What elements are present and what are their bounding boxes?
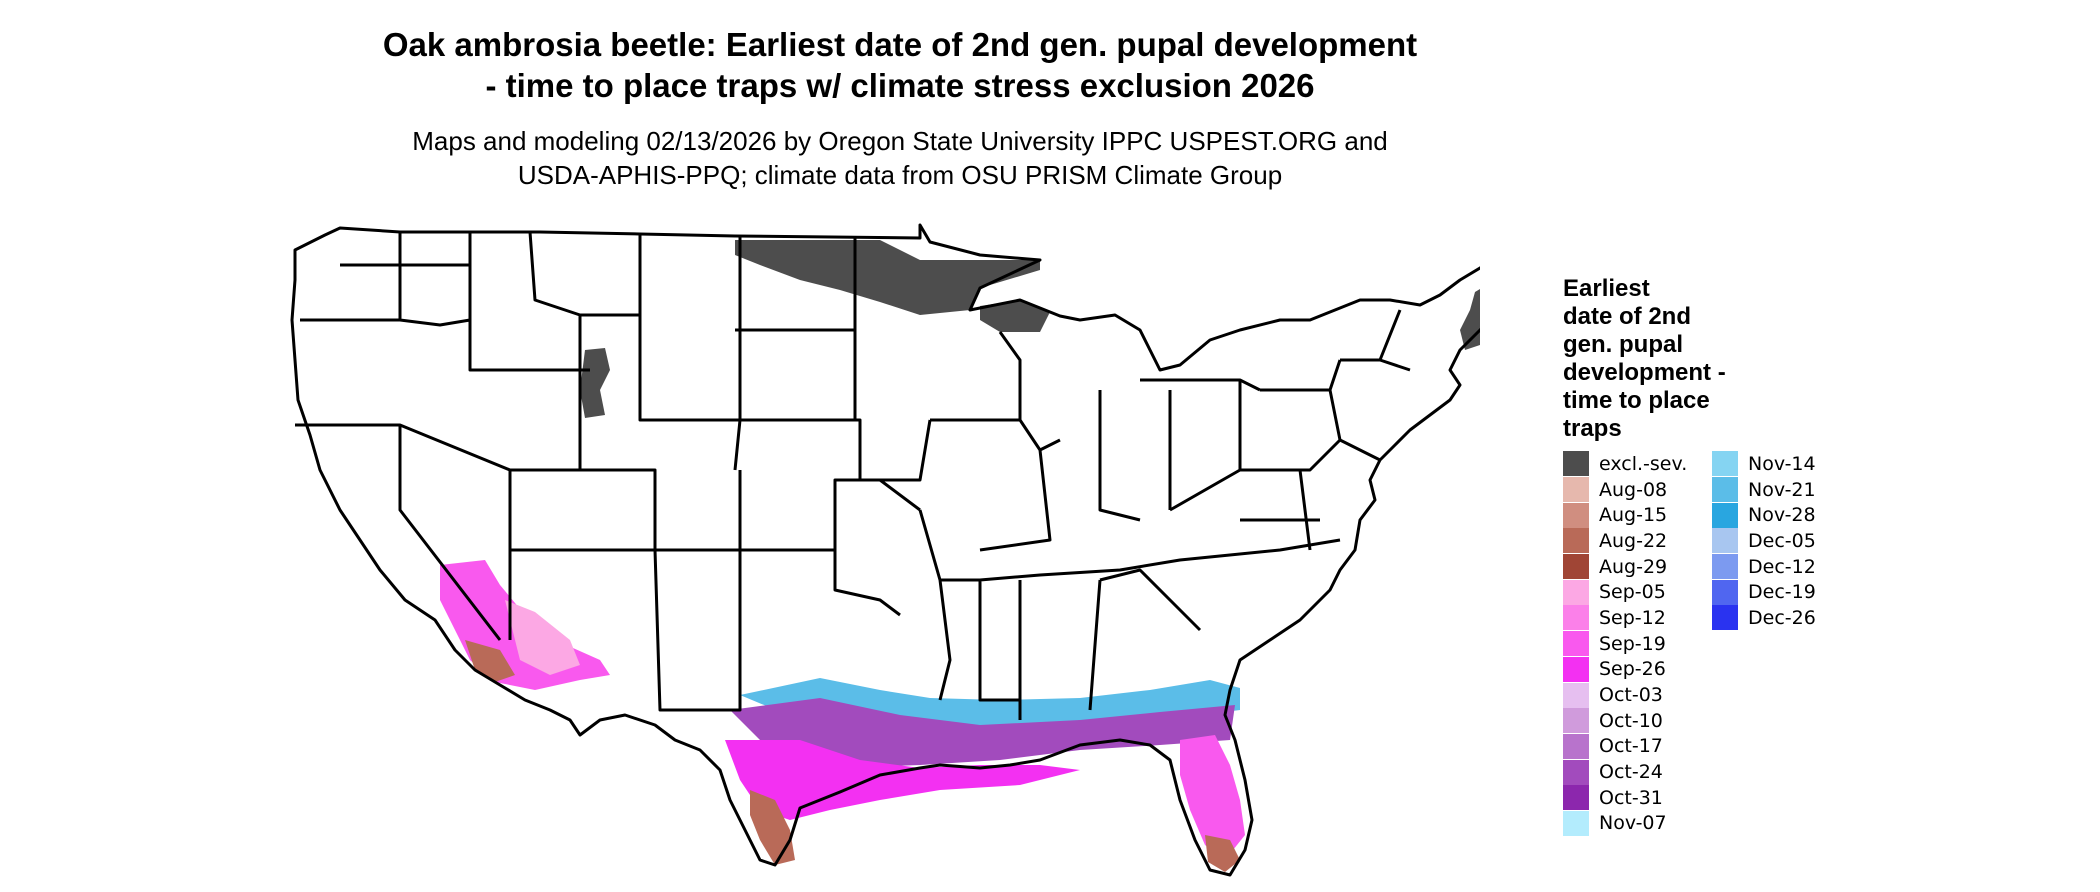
legend-swatch <box>1563 682 1589 708</box>
legend-item: Sep-19 <box>1563 631 1703 657</box>
legend-label: Aug-08 <box>1599 478 1668 501</box>
legend-column-1: excl.-sev. Aug-08 Aug-15 Aug-22 Aug-29 Sep-05… <box>1563 451 1703 836</box>
title-line-2: - time to place traps w/ climate stress … <box>485 67 1315 104</box>
legend-label: Dec-12 <box>1748 555 1816 578</box>
exclusion-wisconsin-north <box>980 300 1050 332</box>
legend-swatch <box>1563 733 1589 759</box>
legend-item: Nov-28 <box>1712 502 1852 528</box>
legend-swatch <box>1712 579 1738 605</box>
legend-label: Dec-26 <box>1748 606 1816 629</box>
legend-title-line: gen. pupal <box>1563 331 1683 358</box>
legend-label: Dec-19 <box>1748 581 1816 604</box>
map-subtitle: Maps and modeling 02/13/2026 by Oregon S… <box>320 124 1480 192</box>
texas-south-tip-brown <box>750 790 795 865</box>
legend-label: Nov-14 <box>1748 452 1816 475</box>
legend-swatch <box>1563 759 1589 785</box>
florida-south-brown <box>1205 835 1240 872</box>
legend-swatch <box>1563 605 1589 631</box>
legend-title: Earliest date of 2nd gen. pupal developm… <box>1563 275 1743 443</box>
legend-label: Oct-24 <box>1599 761 1663 784</box>
legend-item: Sep-12 <box>1563 605 1703 631</box>
legend-label: Aug-15 <box>1599 504 1668 527</box>
legend-item: Aug-29 <box>1563 554 1703 580</box>
legend-item: Oct-03 <box>1563 682 1703 708</box>
legend-swatch <box>1712 451 1738 477</box>
exclusion-wyoming-patch <box>580 348 610 418</box>
legend-swatch <box>1712 605 1738 631</box>
legend-label: Sep-12 <box>1599 606 1666 629</box>
legend-title-line: traps <box>1563 415 1622 442</box>
state-lines <box>295 231 1411 720</box>
legend-swatch <box>1563 451 1589 477</box>
legend-title-line: time to place <box>1563 387 1710 414</box>
legend-item: Oct-24 <box>1563 759 1703 785</box>
legend-swatch <box>1563 502 1589 528</box>
legend-swatch <box>1563 477 1589 503</box>
legend-swatch <box>1563 528 1589 554</box>
legend-item: Oct-10 <box>1563 708 1703 734</box>
legend-item: Aug-08 <box>1563 477 1703 503</box>
legend-item: Sep-26 <box>1563 656 1703 683</box>
legend-item: Dec-05 <box>1712 528 1852 554</box>
legend-label: excl.-sev. <box>1599 452 1688 475</box>
legend-swatch <box>1563 631 1589 657</box>
legend-label: Nov-07 <box>1599 812 1667 835</box>
legend-title-line: development - <box>1563 359 1726 386</box>
exclusion-north-minnesota <box>735 240 1040 315</box>
legend-label: Nov-21 <box>1748 478 1816 501</box>
legend-item: Nov-14 <box>1712 451 1852 477</box>
legend-item: Oct-31 <box>1563 785 1703 811</box>
legend-item: Dec-19 <box>1712 579 1852 605</box>
legend-swatch <box>1712 477 1738 503</box>
subtitle-line-2: USDA-APHIS-PPQ; climate data from OSU PR… <box>517 160 1283 190</box>
sw-region-light-pink <box>505 600 580 675</box>
legend-swatch <box>1563 810 1589 836</box>
legend-item: Oct-17 <box>1563 733 1703 760</box>
legend-swatch <box>1563 579 1589 605</box>
us-map <box>290 223 1480 877</box>
gulf-colored-region <box>725 678 1245 872</box>
legend-item: Nov-07 <box>1563 810 1703 837</box>
legend-column-2: Nov-14 Nov-21 Nov-28 Dec-05 Dec-12 Dec-19 Dec-… <box>1712 451 1852 631</box>
legend-item: Dec-12 <box>1712 554 1852 580</box>
legend-label: Aug-29 <box>1599 555 1668 578</box>
legend-label: Sep-19 <box>1599 632 1666 655</box>
legend-swatch <box>1563 708 1589 734</box>
legend-item: Nov-21 <box>1712 477 1852 503</box>
legend-label: Oct-31 <box>1599 786 1663 809</box>
legend-swatch <box>1712 528 1738 554</box>
florida-pink <box>1180 735 1245 860</box>
legend-item: Aug-15 <box>1563 502 1703 528</box>
legend-label: Oct-10 <box>1599 709 1663 732</box>
legend-label: Dec-05 <box>1748 529 1816 552</box>
subtitle-line-1: Maps and modeling 02/13/2026 by Oregon S… <box>412 126 1388 156</box>
southwest-colored-region <box>440 560 610 690</box>
map-title: Oak ambrosia beetle: Earliest date of 2n… <box>320 24 1480 106</box>
legend-label: Sep-26 <box>1599 658 1666 681</box>
legend-item: Dec-26 <box>1712 605 1852 631</box>
legend-label: Oct-03 <box>1599 684 1663 707</box>
legend-item: excl.-sev. <box>1563 451 1703 477</box>
legend-swatch <box>1563 785 1589 811</box>
legend-swatch <box>1563 554 1589 580</box>
legend-label: Nov-28 <box>1748 504 1816 527</box>
legend-swatch <box>1712 554 1738 580</box>
gulf-band-purple <box>730 698 1235 768</box>
legend-label: Sep-05 <box>1599 581 1666 604</box>
legend-item: Sep-05 <box>1563 579 1703 605</box>
legend-label: Aug-22 <box>1599 529 1668 552</box>
title-line-1: Oak ambrosia beetle: Earliest date of 2n… <box>382 26 1418 63</box>
legend-label: Oct-17 <box>1599 735 1663 758</box>
legend-title-line: Earliest <box>1563 275 1650 302</box>
legend-swatch <box>1712 502 1738 528</box>
state-boundaries <box>290 223 1480 877</box>
gulf-band-magenta <box>725 740 1080 820</box>
us-outline <box>290 223 1480 877</box>
legend-title-line: date of 2nd <box>1563 303 1692 330</box>
legend-item: Aug-22 <box>1563 528 1703 554</box>
legend-swatch <box>1563 656 1589 682</box>
